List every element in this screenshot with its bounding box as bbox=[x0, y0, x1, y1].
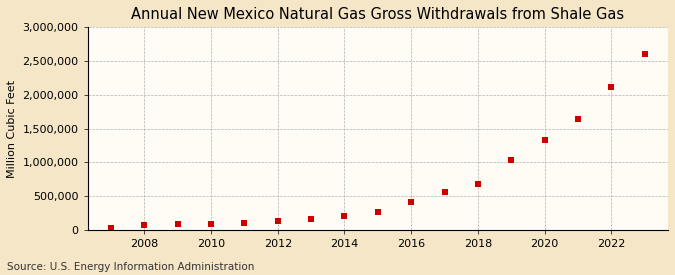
Title: Annual New Mexico Natural Gas Gross Withdrawals from Shale Gas: Annual New Mexico Natural Gas Gross With… bbox=[132, 7, 624, 22]
Y-axis label: Million Cubic Feet: Million Cubic Feet bbox=[7, 79, 17, 178]
Text: Source: U.S. Energy Information Administration: Source: U.S. Energy Information Administ… bbox=[7, 262, 254, 272]
